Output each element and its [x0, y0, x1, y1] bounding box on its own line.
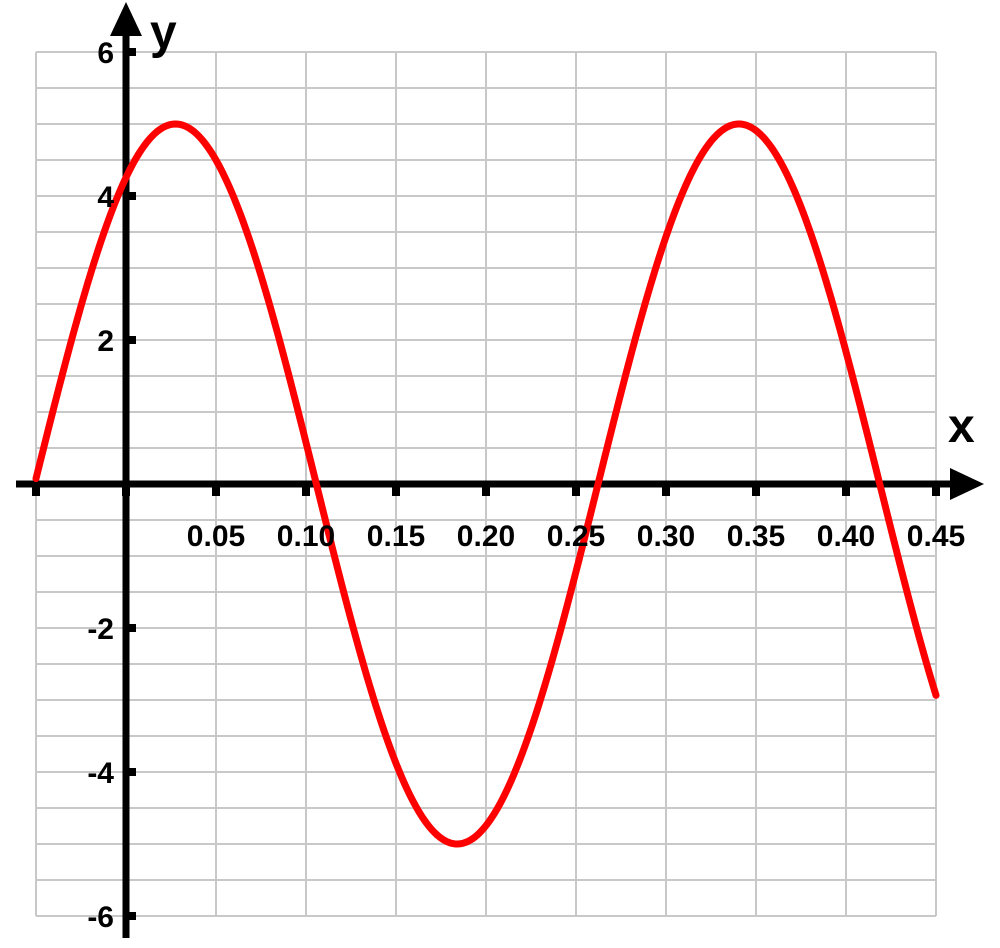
x-tick-mark	[932, 482, 940, 496]
x-tick-mark	[122, 482, 130, 496]
y-tick-label: -4	[87, 757, 114, 790]
x-tick-mark	[392, 482, 400, 496]
y-tick-mark	[124, 768, 136, 776]
x-axis-arrow-icon	[950, 468, 984, 500]
x-tick-label: 0.30	[637, 520, 695, 553]
series-line	[32, 120, 940, 848]
y-tick-mark	[124, 48, 136, 56]
y-tick-label: 4	[97, 181, 114, 214]
grid-lines	[35, 51, 937, 917]
x-tick-label: 0.05	[187, 520, 245, 553]
y-tick-mark	[124, 912, 136, 920]
x-tick-mark	[662, 482, 670, 496]
x-tick-label: 0.25	[547, 520, 605, 553]
x-tick-label: 0.10	[277, 520, 335, 553]
series-layer	[32, 120, 940, 848]
y-tick-label: 6	[97, 37, 114, 70]
x-tick-mark	[32, 482, 40, 496]
y-axis-arrow-icon	[110, 2, 142, 36]
x-tick-label: 0.15	[367, 520, 425, 553]
x-tick-label: 0.20	[457, 520, 515, 553]
x-tick-mark	[482, 482, 490, 496]
x-axis-title: x	[948, 400, 975, 453]
tick-labels: 0.05 0.10 0.15 0.20 0.25 0.30 0.35 0.40 0.45 6 4 2 -…	[87, 37, 965, 934]
axis-ticks	[32, 48, 940, 920]
y-tick-mark	[124, 624, 136, 632]
y-tick-mark	[124, 336, 136, 344]
x-tick-label: 0.35	[727, 520, 785, 553]
x-tick-label: 0.45	[907, 520, 965, 553]
x-tick-mark	[752, 482, 760, 496]
y-tick-mark	[124, 192, 136, 200]
x-tick-mark	[302, 482, 310, 496]
y-axis-title: y	[150, 6, 177, 59]
y-tick-label: 2	[97, 325, 114, 358]
x-tick-mark	[212, 482, 220, 496]
x-tick-label: 0.40	[817, 520, 875, 553]
y-tick-label: -2	[87, 613, 114, 646]
x-tick-mark	[842, 482, 850, 496]
x-tick-mark	[572, 482, 580, 496]
y-tick-label: -6	[87, 901, 114, 934]
